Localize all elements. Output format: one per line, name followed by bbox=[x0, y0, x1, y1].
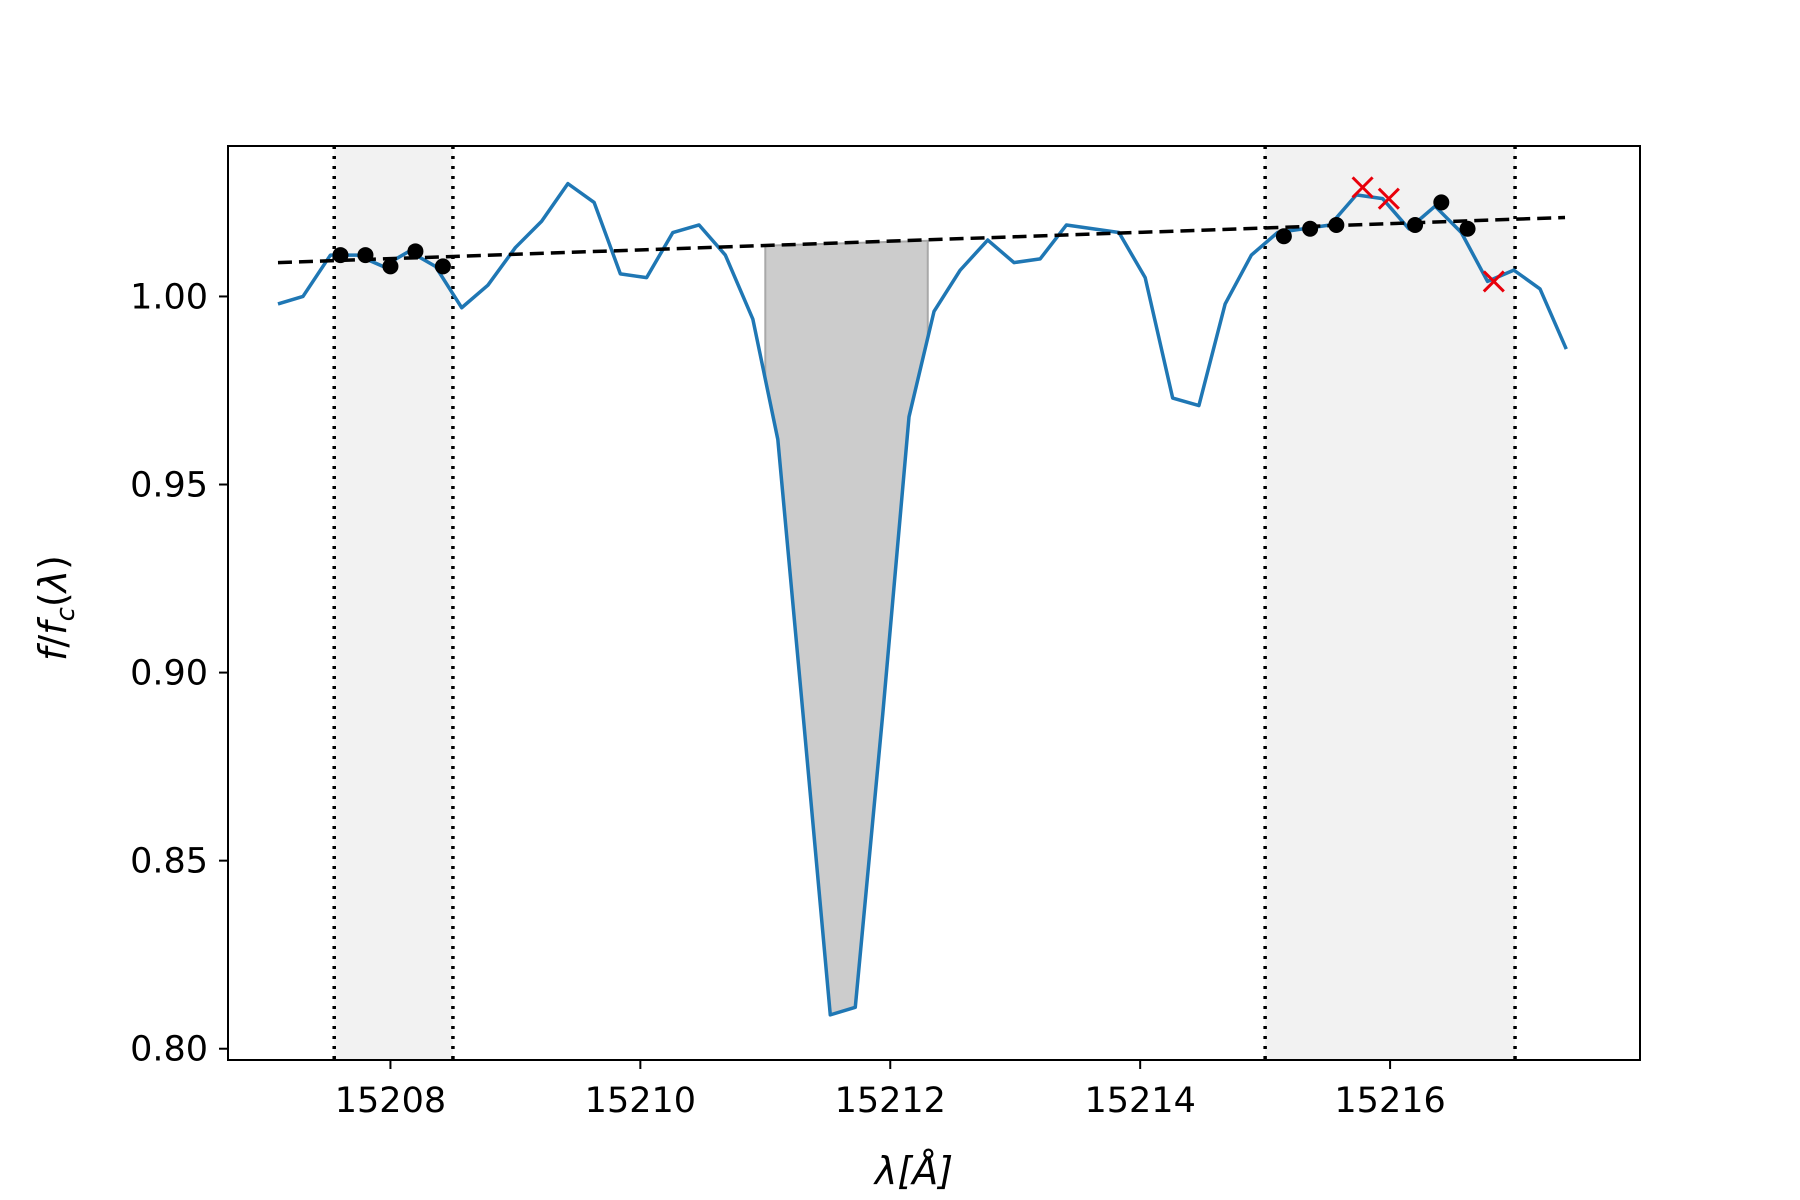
used-point bbox=[382, 258, 399, 275]
used-point bbox=[332, 247, 349, 264]
rejected-point bbox=[1482, 270, 1505, 293]
line-fill-area bbox=[764, 239, 929, 1017]
axes-frame bbox=[227, 145, 1641, 1061]
used-point bbox=[1275, 228, 1292, 245]
plot-area: 15208 15210 15212 15214 15216 0.80 0.85 0.90 0.9… bbox=[130, 145, 1641, 1121]
rejected-point bbox=[1377, 187, 1400, 210]
y-tick-label: 0.85 bbox=[130, 842, 208, 882]
x-tick-label: 15208 bbox=[335, 1081, 446, 1121]
y-axis-label-close: ) bbox=[31, 555, 75, 570]
x-tick-label: 15216 bbox=[1334, 1081, 1445, 1121]
used-point bbox=[1433, 194, 1450, 211]
used-point bbox=[1459, 220, 1476, 237]
rejected-point bbox=[1351, 176, 1374, 199]
continuum-fit-line bbox=[277, 215, 1566, 265]
used-point bbox=[1328, 216, 1345, 233]
y-tick-label: 1.00 bbox=[130, 277, 208, 317]
spectrum-line bbox=[277, 181, 1568, 1017]
y-tick-label: 0.90 bbox=[130, 654, 208, 694]
used-point bbox=[357, 247, 374, 264]
continuum-band-1 bbox=[1265, 146, 1516, 1060]
x-tick-label: 15214 bbox=[1085, 1081, 1196, 1121]
x-tick-label: 15212 bbox=[835, 1081, 946, 1121]
used-point bbox=[1407, 216, 1424, 233]
rejected-point-stroke bbox=[1482, 270, 1505, 293]
rejected-point-stroke bbox=[1351, 176, 1374, 199]
used-point bbox=[407, 243, 424, 260]
continuum-band-0 bbox=[334, 146, 453, 1060]
y-tick-label: 0.95 bbox=[130, 466, 208, 506]
y-axis-label-paren: ( bbox=[31, 592, 75, 607]
used-point bbox=[434, 258, 451, 275]
y-axis-label-sub: c bbox=[51, 607, 81, 621]
y-axis-label: f/fc(λ) bbox=[31, 555, 81, 661]
x-axis-label: λ[Å] bbox=[873, 1149, 953, 1193]
y-tick-label: 0.80 bbox=[130, 1030, 208, 1070]
used-point bbox=[1302, 220, 1319, 237]
y-axis-label-lambda: λ bbox=[31, 570, 75, 595]
svg-text:f/fc(λ): f/fc(λ) bbox=[31, 555, 81, 661]
x-tick-label: 15210 bbox=[585, 1081, 696, 1121]
rejected-point-stroke bbox=[1377, 187, 1400, 210]
y-axis-label-slash: / bbox=[31, 635, 75, 648]
